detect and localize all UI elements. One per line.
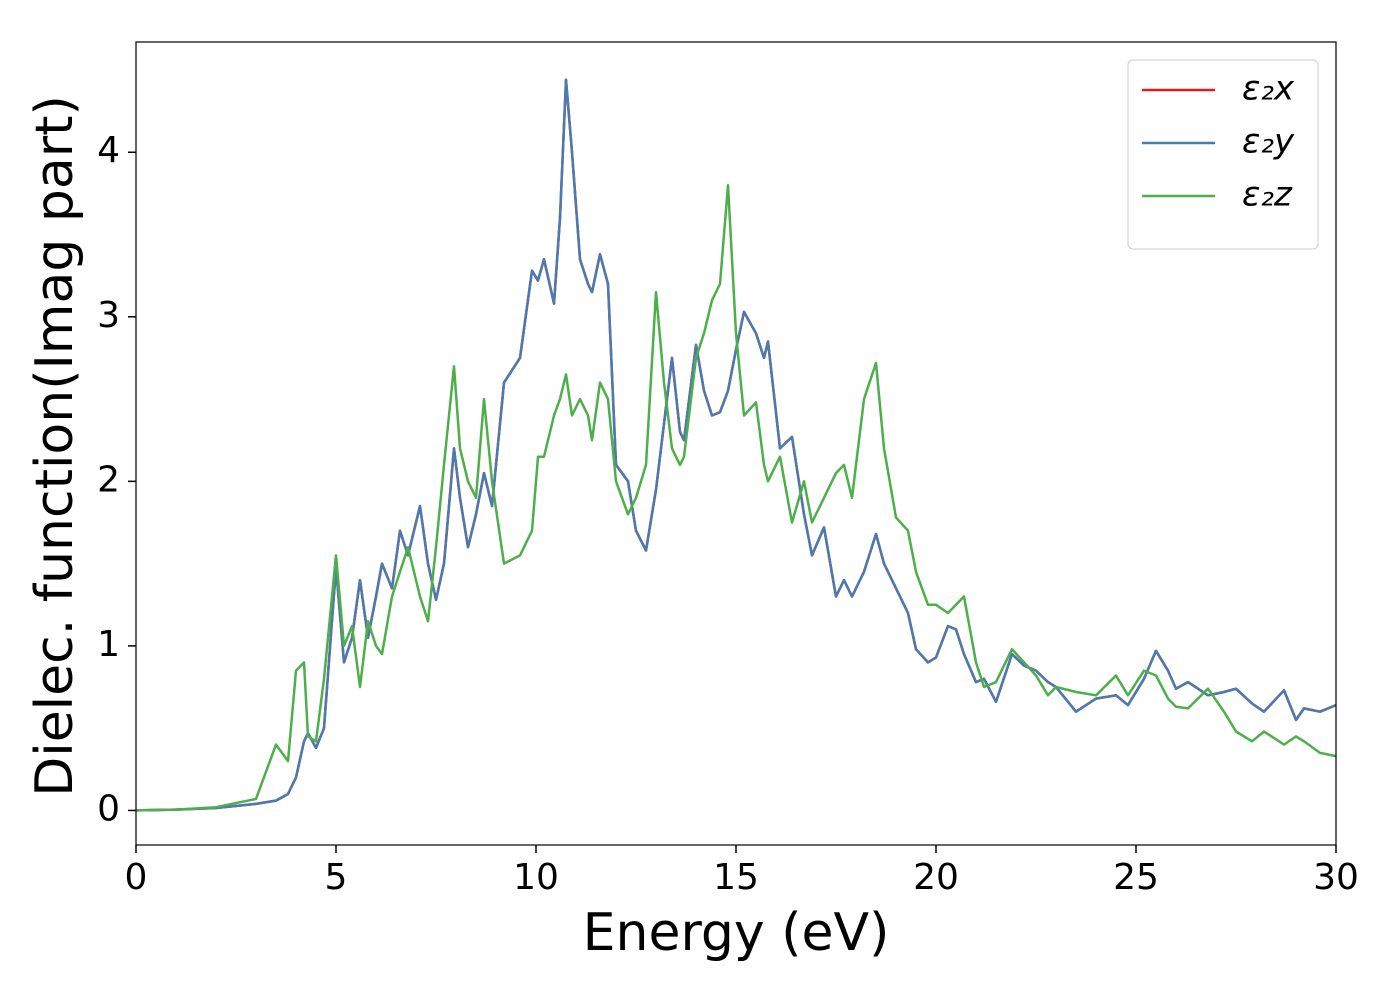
x-tick-label: 25 (1113, 857, 1159, 898)
x-axis-label: Energy (eV) (583, 903, 890, 963)
x-tick-label: 20 (913, 857, 959, 898)
y-tick-label: 4 (97, 130, 120, 171)
plot-frame (135, 41, 1337, 846)
y-tick-label: 2 (97, 459, 120, 500)
x-tick-label: 10 (513, 857, 559, 898)
y-tick-label: 0 (97, 788, 120, 829)
y-tick-label: 1 (97, 624, 120, 665)
y-axis-label: Dielec. function(Imag part) (25, 95, 85, 797)
x-tick-label: 15 (713, 857, 759, 898)
series-line (135, 183, 1337, 812)
legend-label: ε₂z (1242, 175, 1293, 215)
x-tick-label: 0 (125, 857, 148, 898)
y-tick-label: 3 (97, 295, 120, 336)
legend-label: ε₂x (1242, 69, 1295, 109)
x-tick-label: 30 (1313, 857, 1359, 898)
legend-box (1127, 59, 1319, 250)
legend-label: ε₂y (1242, 122, 1295, 162)
series-line (135, 78, 1337, 812)
x-tick-label: 5 (325, 857, 348, 898)
